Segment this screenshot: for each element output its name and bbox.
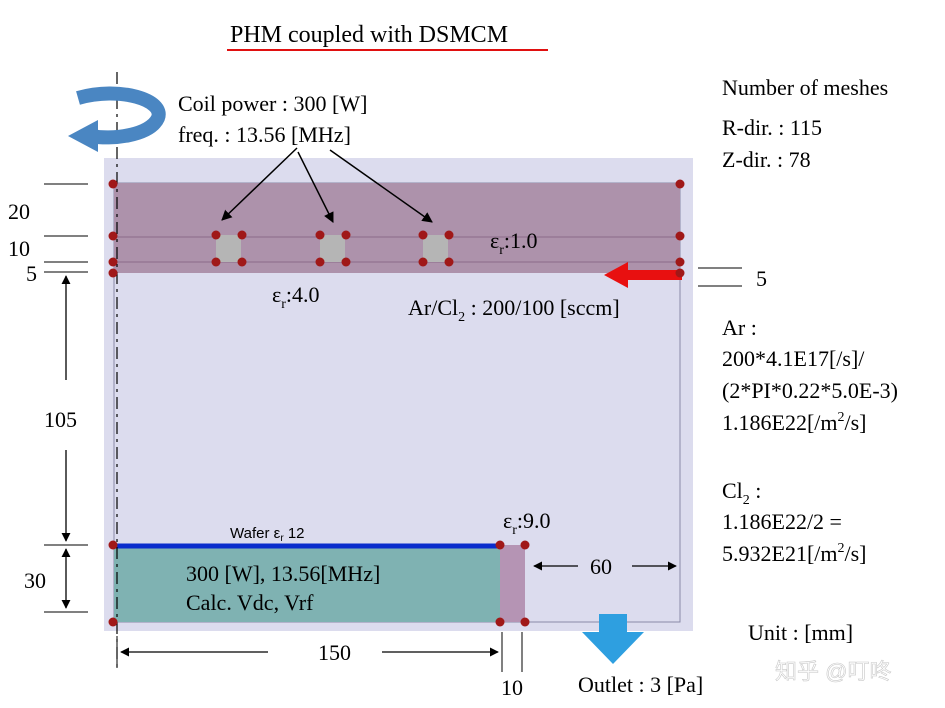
meshes-heading: Number of meshes — [722, 75, 888, 100]
watermark: 知乎 @叮咚 — [775, 659, 891, 684]
coil-2 — [320, 235, 345, 262]
unit-label: Unit : [mm] — [748, 620, 853, 645]
cl-calc-line1: Cl2 : — [722, 478, 761, 508]
eps-window-label: εr:4.0 — [272, 282, 320, 312]
dim-10-bottom-label: 10 — [501, 675, 523, 700]
dim-60-label: 60 — [590, 554, 612, 579]
dim-150-label: 150 — [318, 640, 351, 665]
outlet-arrow-icon — [582, 614, 644, 664]
rotate-arrow-icon — [68, 86, 166, 152]
meshes-r-dir: R-dir. : 115 — [722, 115, 822, 140]
cl-calc-line2: 1.186E22/2 = — [722, 509, 842, 534]
diagram-title: PHM coupled with DSMCM — [230, 22, 508, 48]
inlet-dim-label: 5 — [756, 266, 767, 291]
electrode-label-2: Calc. Vdc, Vrf — [186, 590, 314, 615]
ar-calc-line1: Ar : — [722, 315, 757, 340]
coil-arrow-3 — [329, 149, 433, 223]
eps-dielectric-label: εr:1.0 — [490, 228, 538, 258]
coil-arrow-1 — [221, 147, 298, 221]
gas-inlet-arrow-icon — [604, 262, 682, 288]
meshes-z-dir: Z-dir. : 78 — [722, 147, 811, 172]
mesh-nodes — [108, 179, 685, 627]
coil-freq-label: freq. : 13.56 [MHz] — [178, 122, 351, 147]
cl-calc-line3: 5.932E21[/m2/s] — [722, 541, 867, 566]
coil-power-label: Coil power : 300 [W] — [178, 91, 367, 116]
ar-calc-line3: (2*PI*0.22*5.0E-3) — [722, 378, 898, 403]
outlet-label: Outlet : 3 [Pa] — [578, 672, 703, 697]
dim-30-label: 30 — [24, 568, 46, 593]
focus-ring — [500, 545, 525, 622]
coil-3 — [423, 235, 448, 262]
wafer-label: Wafer εr 12 — [230, 525, 305, 544]
left-dimension-ticks — [44, 183, 88, 613]
dim-105-label: 105 — [44, 407, 77, 432]
dim-10-label: 10 — [8, 236, 30, 261]
gas-flow-label: Ar/Cl2 : 200/100 [sccm] — [408, 295, 620, 325]
ar-calc-line2: 200*4.1E17[/s]/ — [722, 346, 865, 371]
dim-5-label: 5 — [26, 261, 37, 286]
electrode-region — [114, 545, 500, 622]
electrode-label-1: 300 [W], 13.56[MHz] — [186, 561, 380, 586]
eps-ring-label: εr:9.0 — [503, 508, 551, 538]
coil-arrow-2 — [297, 151, 334, 223]
ar-calc-line4: 1.186E22[/m2/s] — [722, 410, 867, 435]
coil-1 — [216, 235, 241, 262]
dim-20-label: 20 — [8, 199, 30, 224]
